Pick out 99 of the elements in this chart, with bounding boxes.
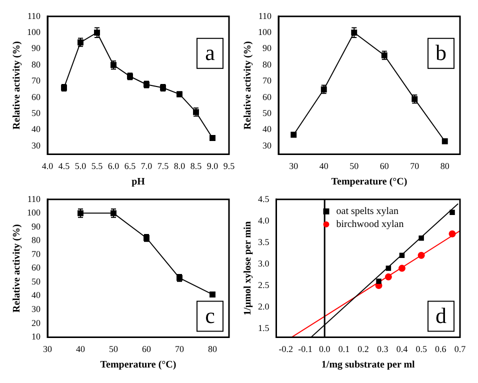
annotation: b	[436, 40, 446, 66]
x-tick-label: -0.1	[298, 344, 312, 354]
point	[418, 252, 425, 259]
y-tick-label: 10	[32, 332, 41, 342]
x-tick-label: 0.1	[338, 344, 350, 354]
x-tick-label: 50	[350, 160, 360, 171]
x-axis-title: pH	[132, 176, 146, 188]
y-tick-label: 70	[262, 76, 272, 86]
point	[94, 30, 100, 36]
x-tick-label: 60	[380, 160, 390, 171]
y-tick-label: 100	[27, 208, 41, 218]
x-tick-label: 80	[208, 344, 218, 354]
x-tick-label: 0.7	[454, 344, 466, 354]
y-tick-label: 80	[32, 235, 41, 246]
x-tick-label: 5.0	[74, 160, 87, 171]
y-tick-label: 40	[262, 124, 272, 134]
y-axis-title: Relative activity (%)	[12, 41, 23, 130]
point	[442, 138, 448, 144]
x-tick-label: 30	[43, 344, 52, 354]
y-tick-label: 4.5	[258, 194, 270, 204]
point	[210, 135, 216, 141]
y-tick-label: 60	[32, 262, 41, 273]
x-tick-label: 4.0	[42, 160, 54, 171]
x-tick-label: 8.0	[174, 160, 186, 171]
point	[351, 30, 358, 36]
point	[384, 273, 392, 280]
x-tick-label: 50	[109, 344, 118, 354]
point	[210, 292, 216, 298]
y-tick-label: 90	[32, 221, 41, 232]
x-tick-label: 30	[289, 160, 299, 171]
y-tick-label: 70	[32, 248, 41, 259]
x-tick-label: 9.0	[206, 160, 219, 171]
y-tick-label: 30	[32, 304, 41, 314]
y-tick-label: 70	[32, 76, 41, 86]
y-tick-label: 80	[262, 59, 272, 70]
x-tick-label: 0.5	[416, 344, 428, 354]
annotation: c	[205, 302, 216, 328]
x-tick-label: 7.0	[140, 160, 153, 171]
x-tick-label: 8.5	[190, 160, 202, 171]
point	[376, 278, 382, 284]
y-tick-label: 2.5	[258, 280, 270, 290]
y-tick-label: 50	[32, 108, 41, 118]
point	[398, 264, 406, 272]
legend-label: oat spelts xylan	[336, 206, 398, 218]
y-tick-label: 4.0	[258, 215, 270, 226]
point	[290, 132, 297, 138]
x-tick-label: 40	[319, 160, 329, 171]
point	[399, 252, 405, 258]
point	[386, 266, 392, 271]
y-tick-label: 60	[32, 92, 41, 102]
y-tick-label: 50	[32, 276, 41, 286]
x-tick-label: 4.5	[58, 160, 70, 171]
x-tick-label: 40	[76, 344, 86, 354]
annotation: a	[205, 40, 216, 66]
y-axis-title: 1/μmol xylose per min	[242, 220, 254, 316]
x-tick-label: 70	[410, 160, 420, 171]
x-tick-label: 0.4	[396, 344, 408, 354]
y-tick-label: 100	[27, 26, 41, 37]
x-tick-label: -0.2	[278, 344, 294, 354]
x-tick-label: 0.6	[435, 344, 447, 354]
y-tick-label: 60	[262, 92, 272, 102]
y-tick-label: 2.0	[258, 301, 270, 312]
y-tick-label: 90	[262, 43, 272, 54]
y-tick-label: 3.0	[258, 258, 270, 268]
x-tick-label: 6.5	[124, 160, 136, 171]
y-tick-label: 30	[262, 140, 272, 150]
x-tick-label: 6.0	[108, 160, 120, 171]
y-tick-label: 40	[32, 290, 41, 300]
point	[418, 236, 424, 241]
x-axis-title: Temperature (°C)	[331, 176, 408, 188]
x-tick-label: 5.5	[91, 160, 104, 171]
legend-label: birchwood xylan	[336, 219, 404, 230]
y-tick-label: 90	[32, 43, 41, 54]
y-tick-label: 100	[258, 26, 272, 37]
point	[448, 230, 456, 238]
x-tick-label: 7.5	[157, 160, 170, 171]
y-tick-label: 20	[32, 318, 41, 328]
y-tick-label: 110	[258, 10, 272, 21]
y-tick-label: 110	[27, 194, 41, 204]
x-tick-label: 60	[142, 344, 152, 354]
y-axis-title: Relative activity (%)	[12, 224, 23, 312]
y-tick-label: 110	[27, 10, 41, 21]
x-tick-label: 0.2	[358, 344, 369, 354]
y-tick-label: 40	[32, 124, 41, 134]
x-tick-label: 0.0	[318, 344, 331, 354]
x-tick-label: 0.3	[377, 344, 389, 354]
y-tick-label: 1.5	[258, 322, 270, 333]
x-axis-title: 1/mg substrate per ml	[321, 360, 416, 371]
x-axis-title: Temperature (°C)	[100, 360, 176, 371]
annotation: d	[436, 302, 446, 328]
y-tick-label: 30	[32, 140, 41, 150]
y-axis-title: Relative activity (%)	[242, 41, 254, 130]
x-tick-label: 9.5	[223, 160, 236, 171]
x-tick-label: 70	[175, 344, 184, 354]
y-tick-label: 80	[32, 59, 41, 70]
y-tick-label: 3.5	[258, 236, 270, 247]
y-tick-label: 50	[262, 108, 272, 118]
x-tick-label: 80	[440, 160, 450, 171]
point	[450, 210, 455, 215]
